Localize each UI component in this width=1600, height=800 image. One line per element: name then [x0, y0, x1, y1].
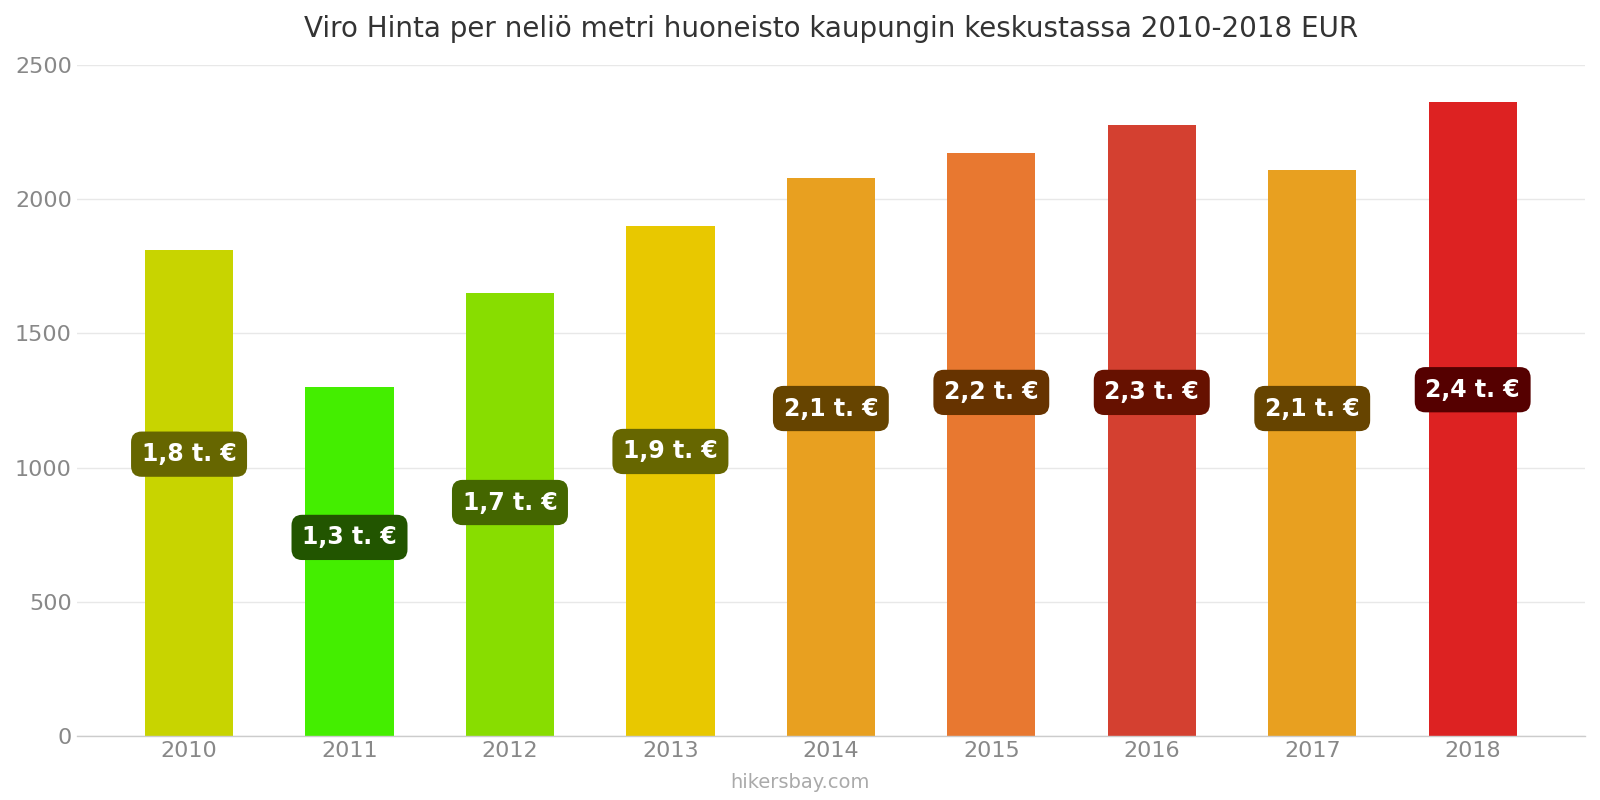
Text: 2,3 t. €: 2,3 t. € [1104, 381, 1198, 405]
Bar [947, 154, 1035, 736]
Bar [306, 387, 394, 736]
Bar [1269, 170, 1357, 736]
Bar [1429, 102, 1517, 736]
Text: 2,4 t. €: 2,4 t. € [1426, 378, 1520, 402]
Text: 1,9 t. €: 1,9 t. € [622, 439, 718, 463]
Text: 2,1 t. €: 2,1 t. € [1266, 397, 1360, 421]
Bar [787, 178, 875, 736]
Text: 1,3 t. €: 1,3 t. € [302, 526, 397, 550]
Bar [1107, 126, 1195, 736]
Text: 1,7 t. €: 1,7 t. € [462, 490, 557, 514]
Title: Viro Hinta per neliö metri huoneisto kaupungin keskustassa 2010-2018 EUR: Viro Hinta per neliö metri huoneisto kau… [304, 15, 1358, 43]
Bar [626, 226, 715, 736]
Text: 1,8 t. €: 1,8 t. € [142, 442, 237, 466]
Text: 2,2 t. €: 2,2 t. € [944, 381, 1038, 405]
Bar [466, 293, 554, 736]
Bar [146, 250, 234, 736]
Text: hikersbay.com: hikersbay.com [730, 773, 870, 792]
Text: 2,1 t. €: 2,1 t. € [784, 397, 878, 421]
